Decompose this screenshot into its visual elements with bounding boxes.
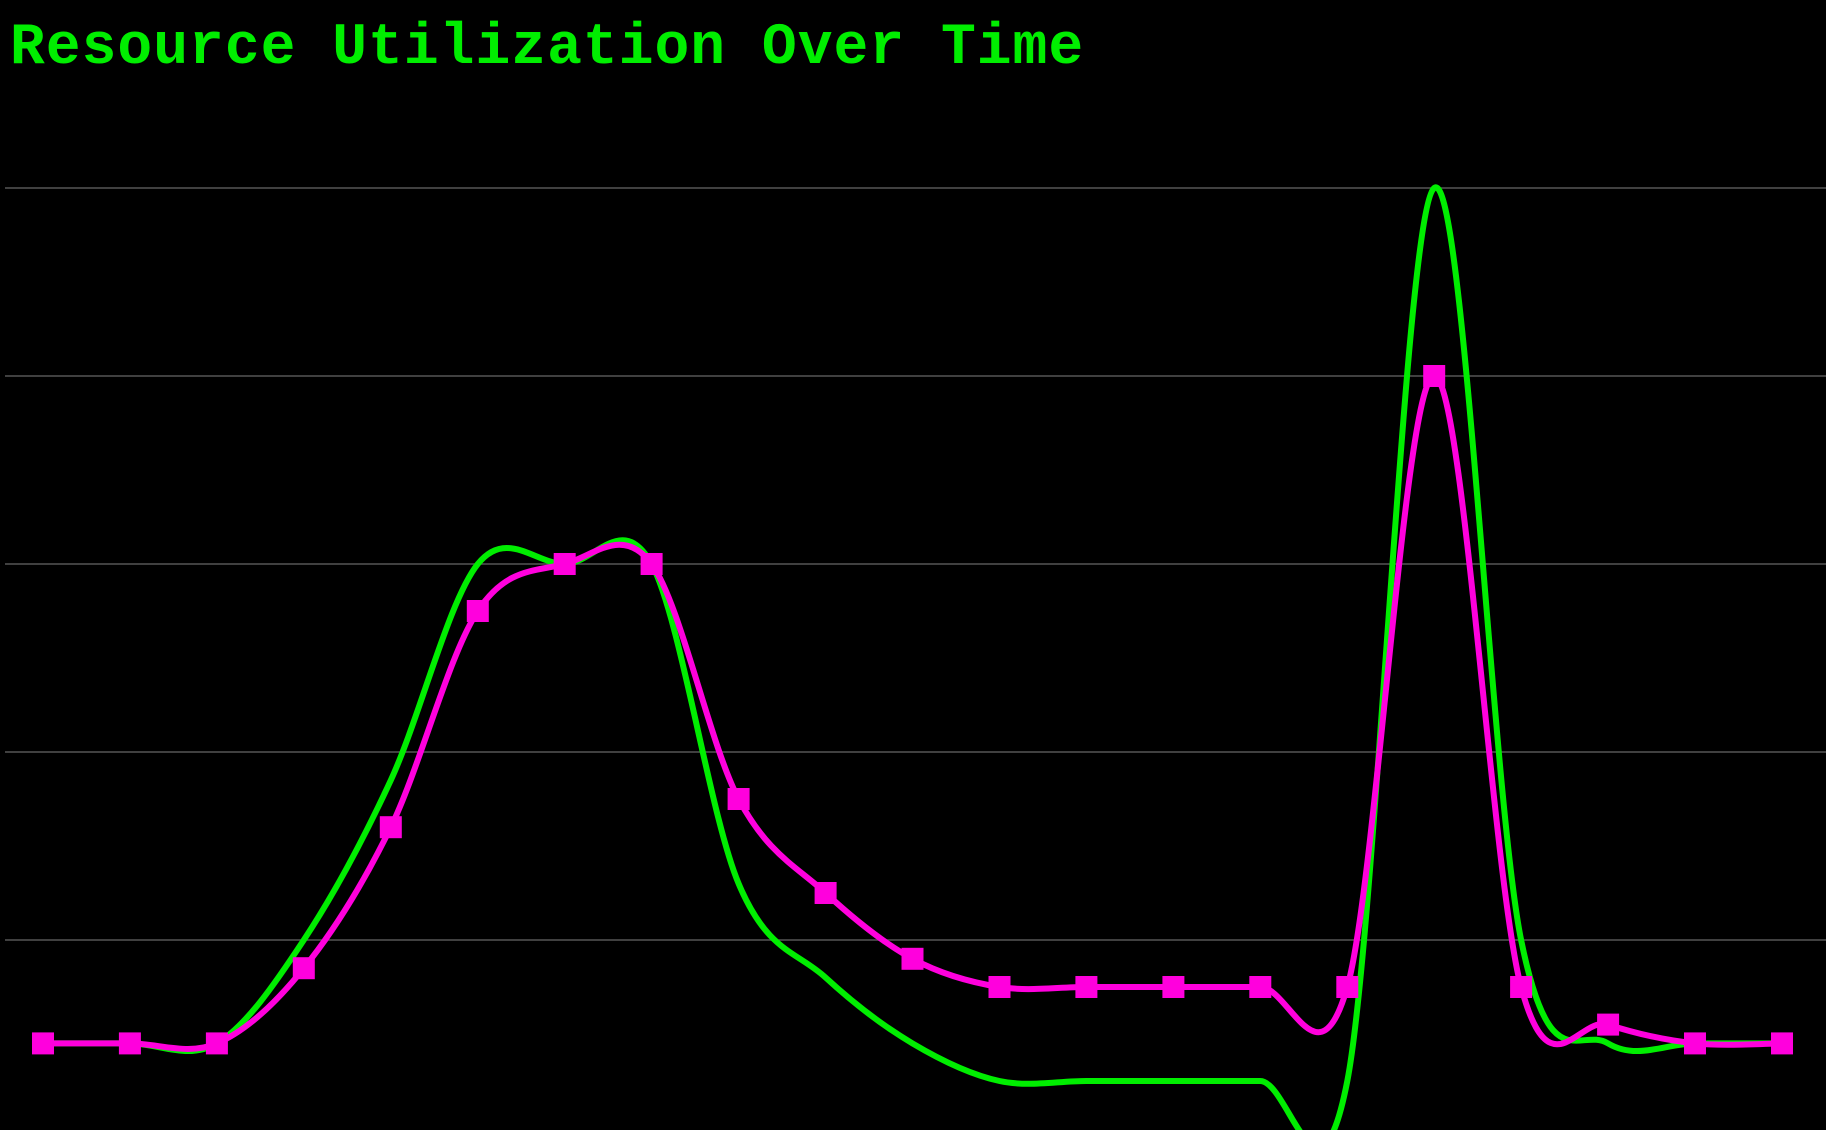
series-2-marker-11 xyxy=(988,976,1011,998)
chart-title: Resource Utilization Over Time xyxy=(10,16,1085,81)
series-markers xyxy=(32,365,1793,1055)
series-2-marker-10 xyxy=(901,947,924,970)
series-2-marker-13 xyxy=(1162,976,1185,998)
series-2-marker-17 xyxy=(1510,976,1533,998)
series-2-marker-0 xyxy=(32,1032,54,1055)
series-2-marker-7 xyxy=(640,553,663,575)
series-2-marker-4 xyxy=(379,816,402,839)
series-2-marker-18 xyxy=(1597,1013,1620,1036)
gridlines xyxy=(5,187,1826,941)
series-2-marker-5 xyxy=(466,600,489,622)
series-2-marker-8 xyxy=(727,788,750,810)
series-2-marker-3 xyxy=(292,957,315,980)
series-2-marker-15 xyxy=(1336,976,1359,998)
series-2-marker-6 xyxy=(553,553,576,575)
series-2-marker-1 xyxy=(118,1032,141,1055)
series-2-marker-19 xyxy=(1684,1032,1706,1055)
series-2-marker-16 xyxy=(1423,365,1446,387)
series-2-marker-12 xyxy=(1075,976,1098,998)
series-line-1 xyxy=(40,184,1785,1130)
series-2-marker-14 xyxy=(1249,976,1272,998)
series-2-marker-20 xyxy=(1771,1032,1793,1055)
series-2-marker-2 xyxy=(205,1032,228,1055)
series-2-marker-9 xyxy=(814,882,837,904)
